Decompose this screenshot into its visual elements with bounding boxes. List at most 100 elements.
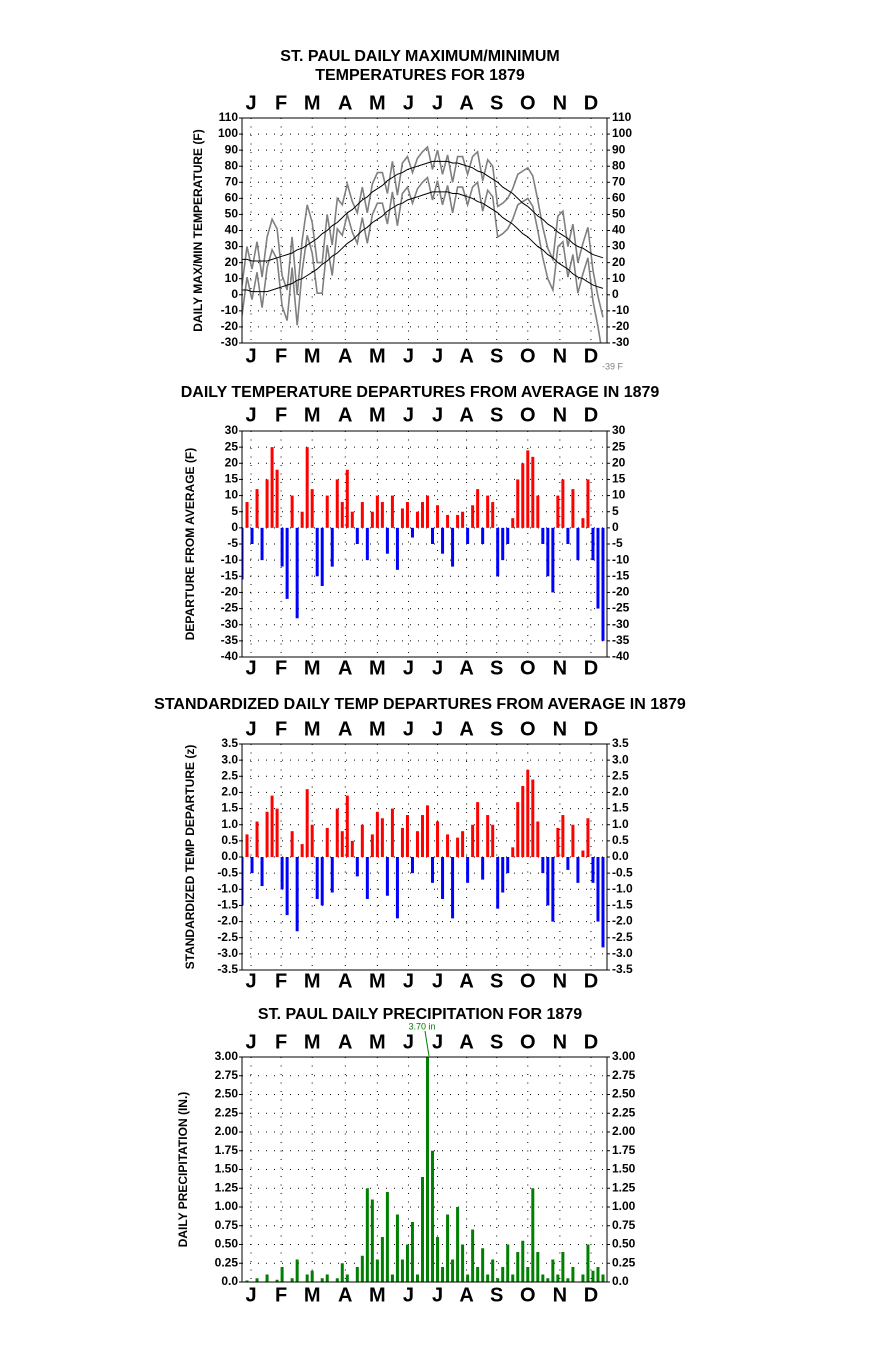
y2-tick-label: 10 — [612, 488, 626, 502]
bar — [521, 1240, 525, 1282]
y2-tick-label: 80 — [612, 158, 626, 172]
bar — [571, 824, 575, 857]
bar — [305, 789, 309, 857]
bar — [436, 505, 440, 528]
x-tick-label: A — [459, 345, 473, 367]
y-tick-label: 1.0 — [221, 817, 238, 831]
chart-title: ST. PAUL DAILY MAXIMUM/MINIMUM — [280, 48, 559, 65]
x-tick-label: F — [275, 1284, 287, 1306]
y-tick-label: 70 — [225, 174, 239, 188]
bar — [415, 1274, 419, 1282]
x-tick-label: J — [245, 345, 256, 367]
bar — [365, 527, 369, 561]
y-tick-label: -0.5 — [217, 865, 238, 879]
x-tick-label: M — [369, 1031, 386, 1053]
y-tick-label: 1.5 — [221, 801, 238, 815]
bar — [576, 527, 580, 561]
x-tick-label: A — [459, 92, 473, 114]
bar — [441, 857, 445, 899]
bar — [390, 1274, 394, 1282]
bar — [275, 469, 279, 528]
bar — [461, 1244, 465, 1282]
annotation: 3.70 in — [408, 1021, 435, 1031]
x-tick-label: M — [369, 657, 386, 679]
bar — [325, 827, 329, 857]
bar — [380, 818, 384, 857]
y-tick-label: 100 — [218, 126, 238, 140]
bar — [420, 815, 424, 857]
x-tick-label: A — [459, 970, 473, 992]
y-tick-label: 3.0 — [221, 752, 238, 766]
y-tick-label: 0.5 — [221, 833, 238, 847]
chart-title: TEMPERATURES FOR 1879 — [315, 67, 525, 84]
x-tick-label: J — [403, 404, 414, 426]
y-tick-label: 20 — [225, 455, 239, 469]
y-axis-label: DEPARTURE FROM AVERAGE (F) — [183, 448, 197, 640]
bar — [330, 527, 334, 567]
y-tick-label: -35 — [221, 633, 239, 647]
bar — [395, 527, 399, 570]
bar — [270, 795, 274, 857]
bar — [355, 1267, 359, 1282]
y2-tick-label: -10 — [612, 552, 630, 566]
y-tick-label: 2.0 — [221, 785, 238, 799]
x-tick-label: M — [369, 1284, 386, 1306]
x-tick-label: J — [403, 718, 414, 740]
x-tick-label: A — [338, 657, 352, 679]
y-tick-label: 2.00 — [215, 1124, 239, 1138]
x-tick-label: J — [432, 1031, 443, 1053]
bar — [466, 527, 470, 544]
bar — [345, 469, 349, 528]
y2-tick-label: 1.00 — [612, 1199, 636, 1213]
bar — [546, 857, 550, 906]
y-tick-label: -5 — [227, 536, 238, 550]
x-tick-label: J — [432, 1284, 443, 1306]
bar — [345, 795, 349, 857]
y2-tick-label: -20 — [612, 585, 630, 599]
bar — [506, 1244, 510, 1282]
bar — [491, 824, 495, 857]
x-tick-label: D — [584, 970, 598, 992]
x-tick-label: J — [403, 1284, 414, 1306]
plot-frame — [241, 743, 608, 971]
bar — [250, 857, 254, 874]
bar — [265, 479, 269, 528]
bar — [355, 527, 359, 544]
y-tick-label: 60 — [225, 191, 239, 205]
x-tick-label: N — [553, 718, 567, 740]
y2-tick-label: -30 — [612, 335, 630, 349]
bar — [270, 447, 274, 528]
x-tick-label: A — [459, 404, 473, 426]
bar — [451, 527, 455, 567]
x-tick-label: M — [369, 404, 386, 426]
x-tick-label: F — [275, 1031, 287, 1053]
bar — [420, 502, 424, 528]
plot-frame — [241, 1056, 608, 1283]
x-tick-label: M — [304, 1284, 321, 1306]
y-tick-label: 80 — [225, 158, 239, 172]
bar — [511, 518, 515, 528]
bar — [446, 1214, 450, 1282]
bar — [536, 821, 540, 857]
bar — [335, 1278, 339, 1282]
y2-tick-label: 110 — [612, 110, 632, 124]
x-tick-label: A — [459, 1284, 473, 1306]
x-tick-label: J — [403, 345, 414, 367]
bar — [330, 857, 334, 893]
bar — [436, 1237, 440, 1282]
y-tick-label: 25 — [225, 439, 239, 453]
bar — [415, 511, 419, 528]
x-tick-label: S — [490, 404, 503, 426]
y-tick-label: 0.0 — [221, 1274, 238, 1288]
x-tick-label: J — [432, 345, 443, 367]
y-tick-label: 1.25 — [215, 1180, 239, 1194]
y-tick-label: 2.5 — [221, 768, 238, 782]
x-tick-label: D — [584, 1031, 598, 1053]
bar — [350, 511, 354, 528]
x-tick-label: S — [490, 718, 503, 740]
bar — [521, 785, 525, 857]
y-tick-label: 10 — [225, 271, 239, 285]
bar — [471, 505, 475, 528]
y2-tick-label: -35 — [612, 633, 630, 647]
